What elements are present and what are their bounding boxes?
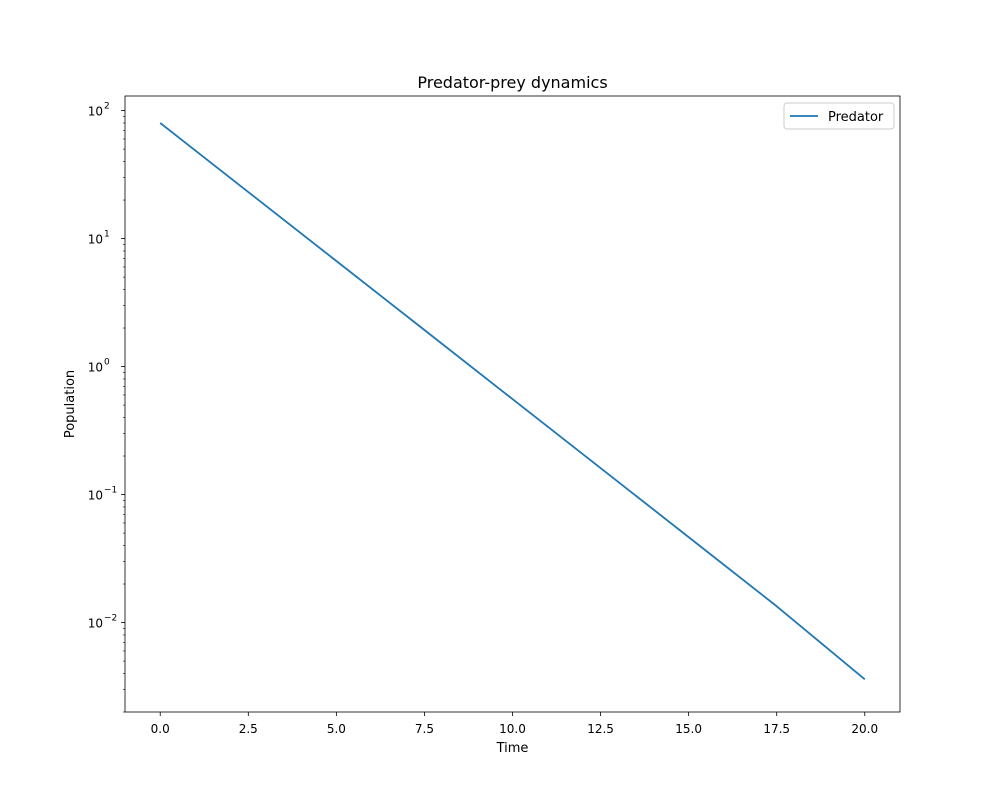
plot-area bbox=[125, 96, 900, 712]
y-tick-label: 10 bbox=[88, 489, 103, 503]
x-tick-label: 2.5 bbox=[239, 722, 258, 736]
x-tick-label: 7.5 bbox=[415, 722, 434, 736]
y-tick-exponent: −1 bbox=[104, 486, 117, 496]
y-tick-label: 10 bbox=[88, 233, 103, 247]
y-axis-label: Population bbox=[63, 370, 78, 438]
y-tick-exponent: 0 bbox=[104, 358, 110, 368]
legend-label: Predator bbox=[828, 110, 884, 125]
y-tick-label: 10 bbox=[88, 617, 103, 631]
x-tick-label: 12.5 bbox=[587, 722, 614, 736]
chart-title: Predator-prey dynamics bbox=[417, 73, 607, 92]
y-tick-exponent: 2 bbox=[104, 102, 110, 112]
x-tick-label: 17.5 bbox=[763, 722, 790, 736]
x-tick-label: 20.0 bbox=[851, 722, 878, 736]
y-tick-label: 10 bbox=[88, 361, 103, 375]
y-tick-exponent: −2 bbox=[104, 614, 117, 624]
legend-box bbox=[783, 102, 895, 130]
x-tick-label: 0.0 bbox=[151, 722, 170, 736]
legend: Predator bbox=[783, 102, 895, 130]
x-axis-label: Time bbox=[496, 741, 529, 756]
x-tick-label: 5.0 bbox=[327, 722, 346, 736]
y-tick-exponent: 1 bbox=[104, 230, 110, 240]
x-tick-label: 10.0 bbox=[499, 722, 526, 736]
x-tick-label: 15.0 bbox=[675, 722, 702, 736]
y-tick-label: 10 bbox=[88, 105, 103, 119]
axes-frame bbox=[124, 95, 901, 713]
series-line-predator bbox=[159, 122, 866, 681]
